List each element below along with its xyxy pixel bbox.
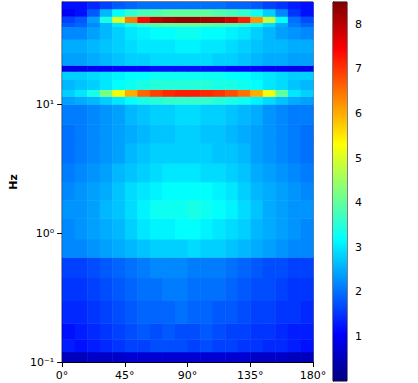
- svg-text:10¹: 10¹: [36, 98, 54, 111]
- svg-text:10⁻¹: 10⁻¹: [30, 356, 54, 369]
- svg-text:4: 4: [355, 196, 362, 209]
- svg-text:135°: 135°: [237, 369, 264, 382]
- svg-text:5: 5: [355, 152, 362, 165]
- svg-text:Hz: Hz: [7, 174, 20, 190]
- svg-text:6: 6: [355, 107, 362, 120]
- svg-text:7: 7: [355, 62, 362, 75]
- svg-text:10⁰: 10⁰: [36, 227, 55, 240]
- svg-text:3: 3: [355, 241, 362, 254]
- svg-text:180°: 180°: [300, 369, 327, 382]
- svg-text:90°: 90°: [178, 369, 198, 382]
- svg-text:0°: 0°: [56, 369, 69, 382]
- svg-text:2: 2: [355, 285, 362, 298]
- svg-text:45°: 45°: [115, 369, 135, 382]
- svg-text:8: 8: [355, 18, 362, 31]
- svg-text:1: 1: [355, 330, 362, 343]
